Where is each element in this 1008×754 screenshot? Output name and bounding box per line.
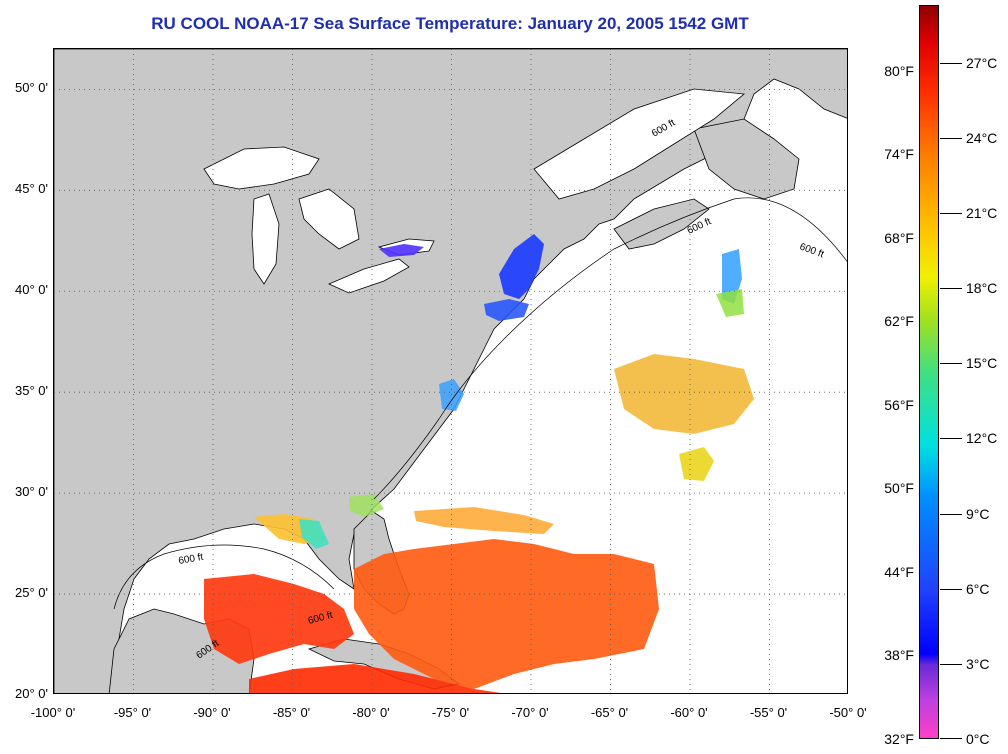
sst-gulf-stream-south: [354, 539, 659, 689]
newfoundland: [693, 118, 800, 200]
lake-superior: [203, 146, 320, 190]
latitude-label: 50° 0': [15, 80, 48, 96]
isobath-label: 600 ft: [178, 552, 205, 567]
celsius-tick: [940, 212, 962, 214]
longitude-label: -100° 0': [30, 705, 76, 720]
longitude-label: -90° 0': [193, 705, 231, 720]
isobath-layer: [113, 197, 847, 610]
latitude-label: 30° 0': [15, 484, 48, 500]
fahrenheit-label: 74°F: [884, 146, 914, 163]
temperature-colorbar: [919, 5, 939, 739]
celsius-label: 15°C: [966, 355, 998, 372]
fahrenheit-label: 62°F: [884, 313, 914, 330]
longitude-label: -60° 0': [670, 705, 708, 720]
longitude-label: -50° 0': [829, 705, 867, 720]
lake-huron: [298, 188, 360, 250]
sst-data-layer: [204, 234, 754, 693]
sst-map[interactable]: 600 ft 600 ft 600 ft 600 ft 600 ft 600 f…: [53, 48, 848, 694]
latitude-label: 35° 0': [15, 383, 48, 399]
longitude-label: -65° 0': [590, 705, 629, 720]
longitude-label: -70° 0': [511, 705, 549, 720]
fahrenheit-label: 56°F: [884, 396, 914, 413]
celsius-tick: [940, 513, 962, 515]
great-lakes: [203, 88, 745, 294]
celsius-tick: [940, 62, 962, 64]
sst-gulf-of-mexico: [204, 574, 354, 664]
celsius-label: 3°C: [966, 655, 990, 672]
sst-gulf-of-maine: [499, 234, 544, 299]
sst-lake-erie: [379, 244, 424, 257]
sst-map-canvas: 600 ft 600 ft 600 ft 600 ft 600 ft 600 f…: [54, 49, 847, 693]
latitude-label: 45° 0': [15, 181, 48, 197]
celsius-label: 24°C: [966, 129, 998, 146]
latitude-label: 40° 0': [15, 282, 48, 298]
sst-apalachee-cyan: [299, 519, 329, 549]
celsius-label: 27°C: [966, 54, 998, 71]
sst-grand-banks-green: [716, 289, 744, 317]
celsius-tick: [940, 588, 962, 590]
fahrenheit-label: 50°F: [884, 480, 914, 497]
celsius-label: 18°C: [966, 280, 998, 297]
fahrenheit-label: 44°F: [884, 563, 914, 580]
isobath-label: 600 ft: [798, 241, 825, 260]
longitude-label: -75° 0': [431, 705, 470, 720]
latitude-label: 20° 0': [15, 686, 48, 701]
celsius-label: 9°C: [966, 505, 990, 522]
lake-michigan: [251, 193, 280, 285]
celsius-label: 21°C: [966, 204, 998, 221]
celsius-tick: [940, 738, 962, 739]
sst-bermuda-patch: [679, 447, 714, 481]
map-title: RU COOL NOAA-17 Sea Surface Temperature:…: [151, 14, 749, 33]
nova-scotia: [613, 198, 710, 250]
sst-offshore-streak: [414, 507, 554, 534]
celsius-tick: [940, 363, 962, 365]
longitude-label: -55° 0': [749, 705, 788, 720]
celsius-tick: [940, 288, 962, 290]
fahrenheit-label: 68°F: [884, 229, 914, 246]
gulf-st-lawrence: [533, 88, 745, 200]
celsius-label: 0°C: [966, 731, 990, 747]
celsius-tick: [940, 663, 962, 665]
sst-caribbean: [249, 664, 501, 693]
fahrenheit-label: 80°F: [884, 62, 914, 79]
lake-erie: [328, 258, 410, 294]
fahrenheit-label: 32°F: [884, 731, 914, 747]
sst-sargasso-patch: [614, 354, 754, 434]
fahrenheit-label: 38°F: [884, 647, 914, 664]
celsius-tick: [940, 137, 962, 139]
longitude-label: -85° 0': [272, 705, 311, 720]
celsius-tick: [940, 438, 962, 440]
sst-se-coast: [349, 494, 384, 517]
longitude-label: -80° 0': [352, 705, 390, 720]
latitude-label: 25° 0': [15, 585, 48, 601]
isobath-east: [373, 197, 847, 500]
longitude-label: -95° 0': [113, 705, 152, 720]
celsius-label: 6°C: [966, 580, 990, 597]
sst-mid-atlantic: [484, 299, 529, 321]
isobath-gulf: [113, 544, 335, 610]
celsius-label: 12°C: [966, 430, 998, 447]
